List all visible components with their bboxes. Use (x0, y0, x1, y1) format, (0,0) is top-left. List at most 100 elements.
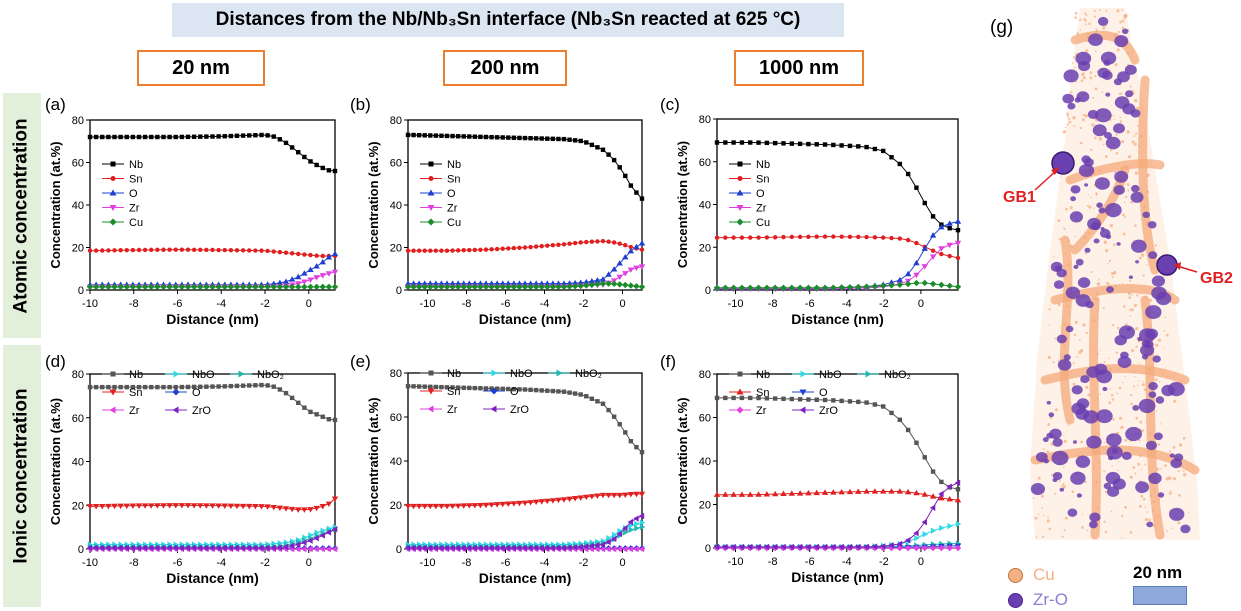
cu-atom (1129, 308, 1131, 311)
cu-atom (1131, 140, 1135, 144)
data-point (831, 142, 836, 148)
data-point (259, 248, 264, 253)
data-point (265, 248, 270, 254)
data-point (203, 283, 210, 291)
data-point (161, 384, 166, 390)
cu-atom (1062, 485, 1066, 489)
data-point (106, 248, 111, 253)
data-point (247, 383, 252, 388)
data-point (253, 383, 258, 388)
data-point (730, 543, 736, 551)
data-point (129, 544, 136, 552)
x-tick-label: 0 (306, 557, 312, 569)
data-point (155, 134, 160, 140)
cu-atom (1070, 91, 1073, 94)
data-point (847, 399, 853, 404)
data-point (806, 397, 811, 402)
data-point (276, 279, 284, 286)
cu-atom (1121, 515, 1124, 518)
data-point (522, 387, 528, 392)
data-point (904, 537, 911, 544)
data-point (904, 270, 912, 277)
data-point (914, 185, 919, 190)
legend-marker (736, 218, 744, 226)
data-point (472, 385, 478, 391)
data-point (404, 280, 412, 286)
data-point (572, 391, 578, 396)
data-point (301, 279, 308, 285)
x-tick-label: -8 (768, 556, 778, 568)
data-point (494, 135, 500, 140)
data-point (167, 134, 172, 140)
cu-atom (1097, 461, 1100, 463)
cu-atom (1166, 376, 1168, 378)
data-point (301, 507, 308, 513)
data-point (584, 394, 589, 399)
plot-frame (89, 119, 336, 291)
legend-label: NbO (819, 369, 842, 381)
data-point (319, 504, 326, 510)
cu-atom (1109, 387, 1112, 390)
cu-atom (1113, 115, 1115, 117)
data-point (897, 161, 903, 167)
cu-atom (1112, 324, 1115, 327)
data-point (600, 238, 606, 244)
panel-label: (e) (350, 352, 371, 371)
data-point (209, 503, 216, 509)
cu-atom (1155, 343, 1159, 347)
data-point (314, 253, 319, 258)
data-point (788, 543, 794, 551)
cu-atom (1062, 483, 1065, 486)
data-point (633, 283, 640, 290)
cu-atom (1069, 244, 1073, 248)
data-point (313, 283, 320, 291)
data-point (904, 280, 912, 288)
data-point (566, 544, 572, 551)
series-line (90, 253, 336, 286)
zro-precipitate (1104, 132, 1112, 139)
data-point (228, 247, 234, 253)
data-point (589, 396, 595, 401)
legend-label: Nb (129, 159, 143, 171)
cu-atom (1105, 281, 1108, 284)
data-point (622, 492, 629, 498)
zro-precipitate (1046, 400, 1051, 405)
data-point (639, 450, 645, 455)
data-point (111, 503, 118, 510)
data-point (589, 239, 595, 244)
x-tick-label: 0 (918, 298, 924, 310)
data-point (167, 247, 172, 252)
x-tick-label: -6 (173, 298, 183, 310)
cu-atom (1129, 279, 1132, 282)
data-point (516, 280, 523, 286)
data-point (427, 280, 434, 286)
data-point (325, 529, 332, 536)
legend-marker (800, 370, 807, 378)
zro-precipitate (1121, 451, 1132, 460)
data-point (633, 515, 639, 522)
data-point (633, 265, 640, 272)
cu-atom (1086, 529, 1088, 532)
data-point (914, 240, 919, 246)
cu-atom (1035, 536, 1038, 538)
data-point (814, 397, 819, 402)
cu-atom (1099, 213, 1102, 216)
data-point (489, 134, 494, 140)
data-point (567, 137, 572, 142)
data-point (123, 283, 130, 291)
data-point (545, 388, 550, 393)
data-point (939, 479, 944, 485)
zro-precipitate (1057, 359, 1072, 371)
data-point (320, 165, 325, 171)
data-point (510, 544, 517, 552)
cu-atom (1047, 516, 1049, 518)
zro-precipitate (1052, 438, 1063, 447)
cu-atom (1088, 205, 1092, 209)
data-point (499, 280, 506, 286)
y-axis-label: Concentration (at.%) (366, 397, 381, 524)
zro-precipitate (1075, 258, 1084, 266)
data-point (124, 247, 129, 253)
cu-atom (1164, 464, 1167, 467)
data-point (639, 523, 646, 531)
data-point (246, 544, 252, 552)
